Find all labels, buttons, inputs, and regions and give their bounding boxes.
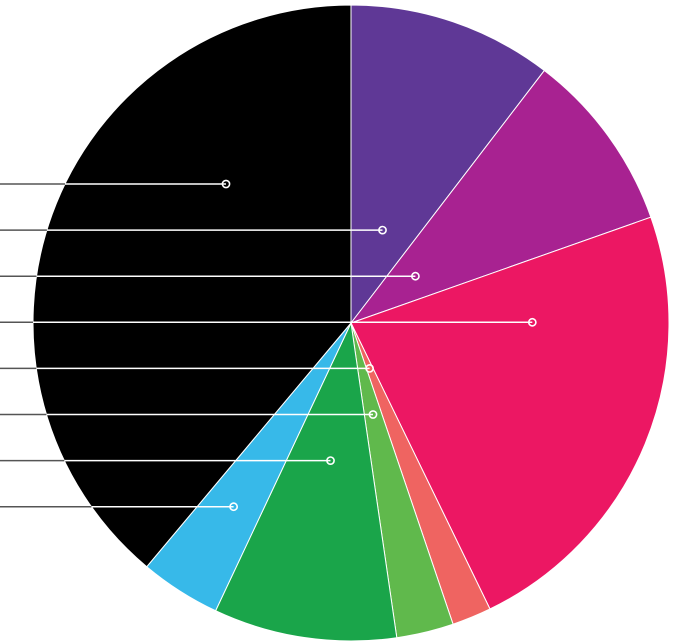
- leader-marker-8: [229, 502, 238, 512]
- pie-slice-3: [350, 216, 670, 610]
- leader-lines: [0, 179, 537, 512]
- leader-marker-5: [365, 363, 374, 373]
- pie-slice-1: [350, 4, 546, 325]
- leader-marker-2: [378, 225, 387, 235]
- leader-marker-3: [410, 271, 420, 281]
- leader-marker-7: [326, 456, 335, 465]
- leader-marker-6: [368, 410, 378, 419]
- leader-marker-1: [221, 179, 231, 189]
- pie-slice-8: [32, 4, 352, 568]
- leader-marker-4: [527, 317, 537, 327]
- pie-slices: [32, 4, 670, 642]
- pie-slice-6: [214, 321, 398, 642]
- pie-slice-2: [349, 69, 652, 325]
